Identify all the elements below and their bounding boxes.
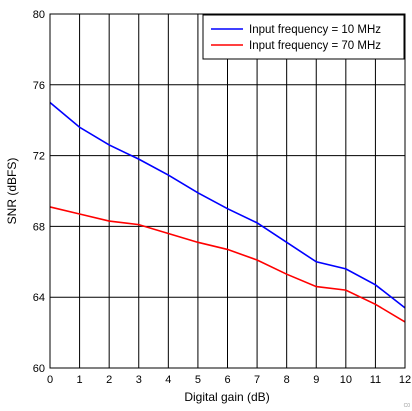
x-axis-title: Digital gain (dB) bbox=[184, 390, 269, 404]
legend-label-70mhz: Input frequency = 70 MHz bbox=[249, 40, 381, 52]
x-tick-label: 12 bbox=[399, 374, 411, 386]
plot-frame bbox=[49, 13, 406, 369]
x-tick-label: 0 bbox=[47, 374, 53, 386]
legend-label-10mhz: Input frequency = 10 MHz bbox=[249, 24, 381, 36]
x-tick-label: 1 bbox=[77, 374, 83, 386]
legend-box bbox=[202, 14, 405, 60]
x-tick-label: 11 bbox=[370, 374, 381, 386]
x-tick-labels: 0 1 2 3 4 5 6 7 8 9 10 11 12 bbox=[47, 374, 411, 386]
x-tick-label: 5 bbox=[195, 374, 201, 386]
y-tick-label: 60 bbox=[33, 363, 45, 375]
x-tick-label: 6 bbox=[224, 374, 230, 386]
y-tick-label: 68 bbox=[33, 221, 45, 233]
series-lines bbox=[49, 101, 406, 323]
x-tick-label: 2 bbox=[106, 374, 112, 386]
corner-note: C0 bbox=[403, 403, 410, 409]
y-tick-label: 80 bbox=[33, 9, 45, 21]
y-tick-labels: 60 64 68 72 76 80 bbox=[33, 9, 45, 375]
series-line-70mhz bbox=[49, 206, 406, 323]
x-tick-label: 4 bbox=[165, 374, 171, 386]
x-tick-label: 8 bbox=[284, 374, 290, 386]
y-tick-label: 64 bbox=[33, 292, 45, 304]
series-line-10mhz bbox=[49, 101, 406, 309]
y-tick-label: 72 bbox=[33, 151, 45, 163]
x-tick-label: 10 bbox=[340, 374, 352, 386]
legend: Input frequency = 10 MHz Input frequency… bbox=[202, 14, 405, 60]
x-tick-label: 7 bbox=[254, 374, 260, 386]
x-tick-label: 9 bbox=[313, 374, 319, 386]
y-axis-title: SNR (dBFS) bbox=[5, 158, 19, 225]
x-tick-label: 3 bbox=[136, 374, 142, 386]
grid-lines bbox=[49, 13, 406, 369]
y-tick-label: 76 bbox=[33, 80, 45, 92]
